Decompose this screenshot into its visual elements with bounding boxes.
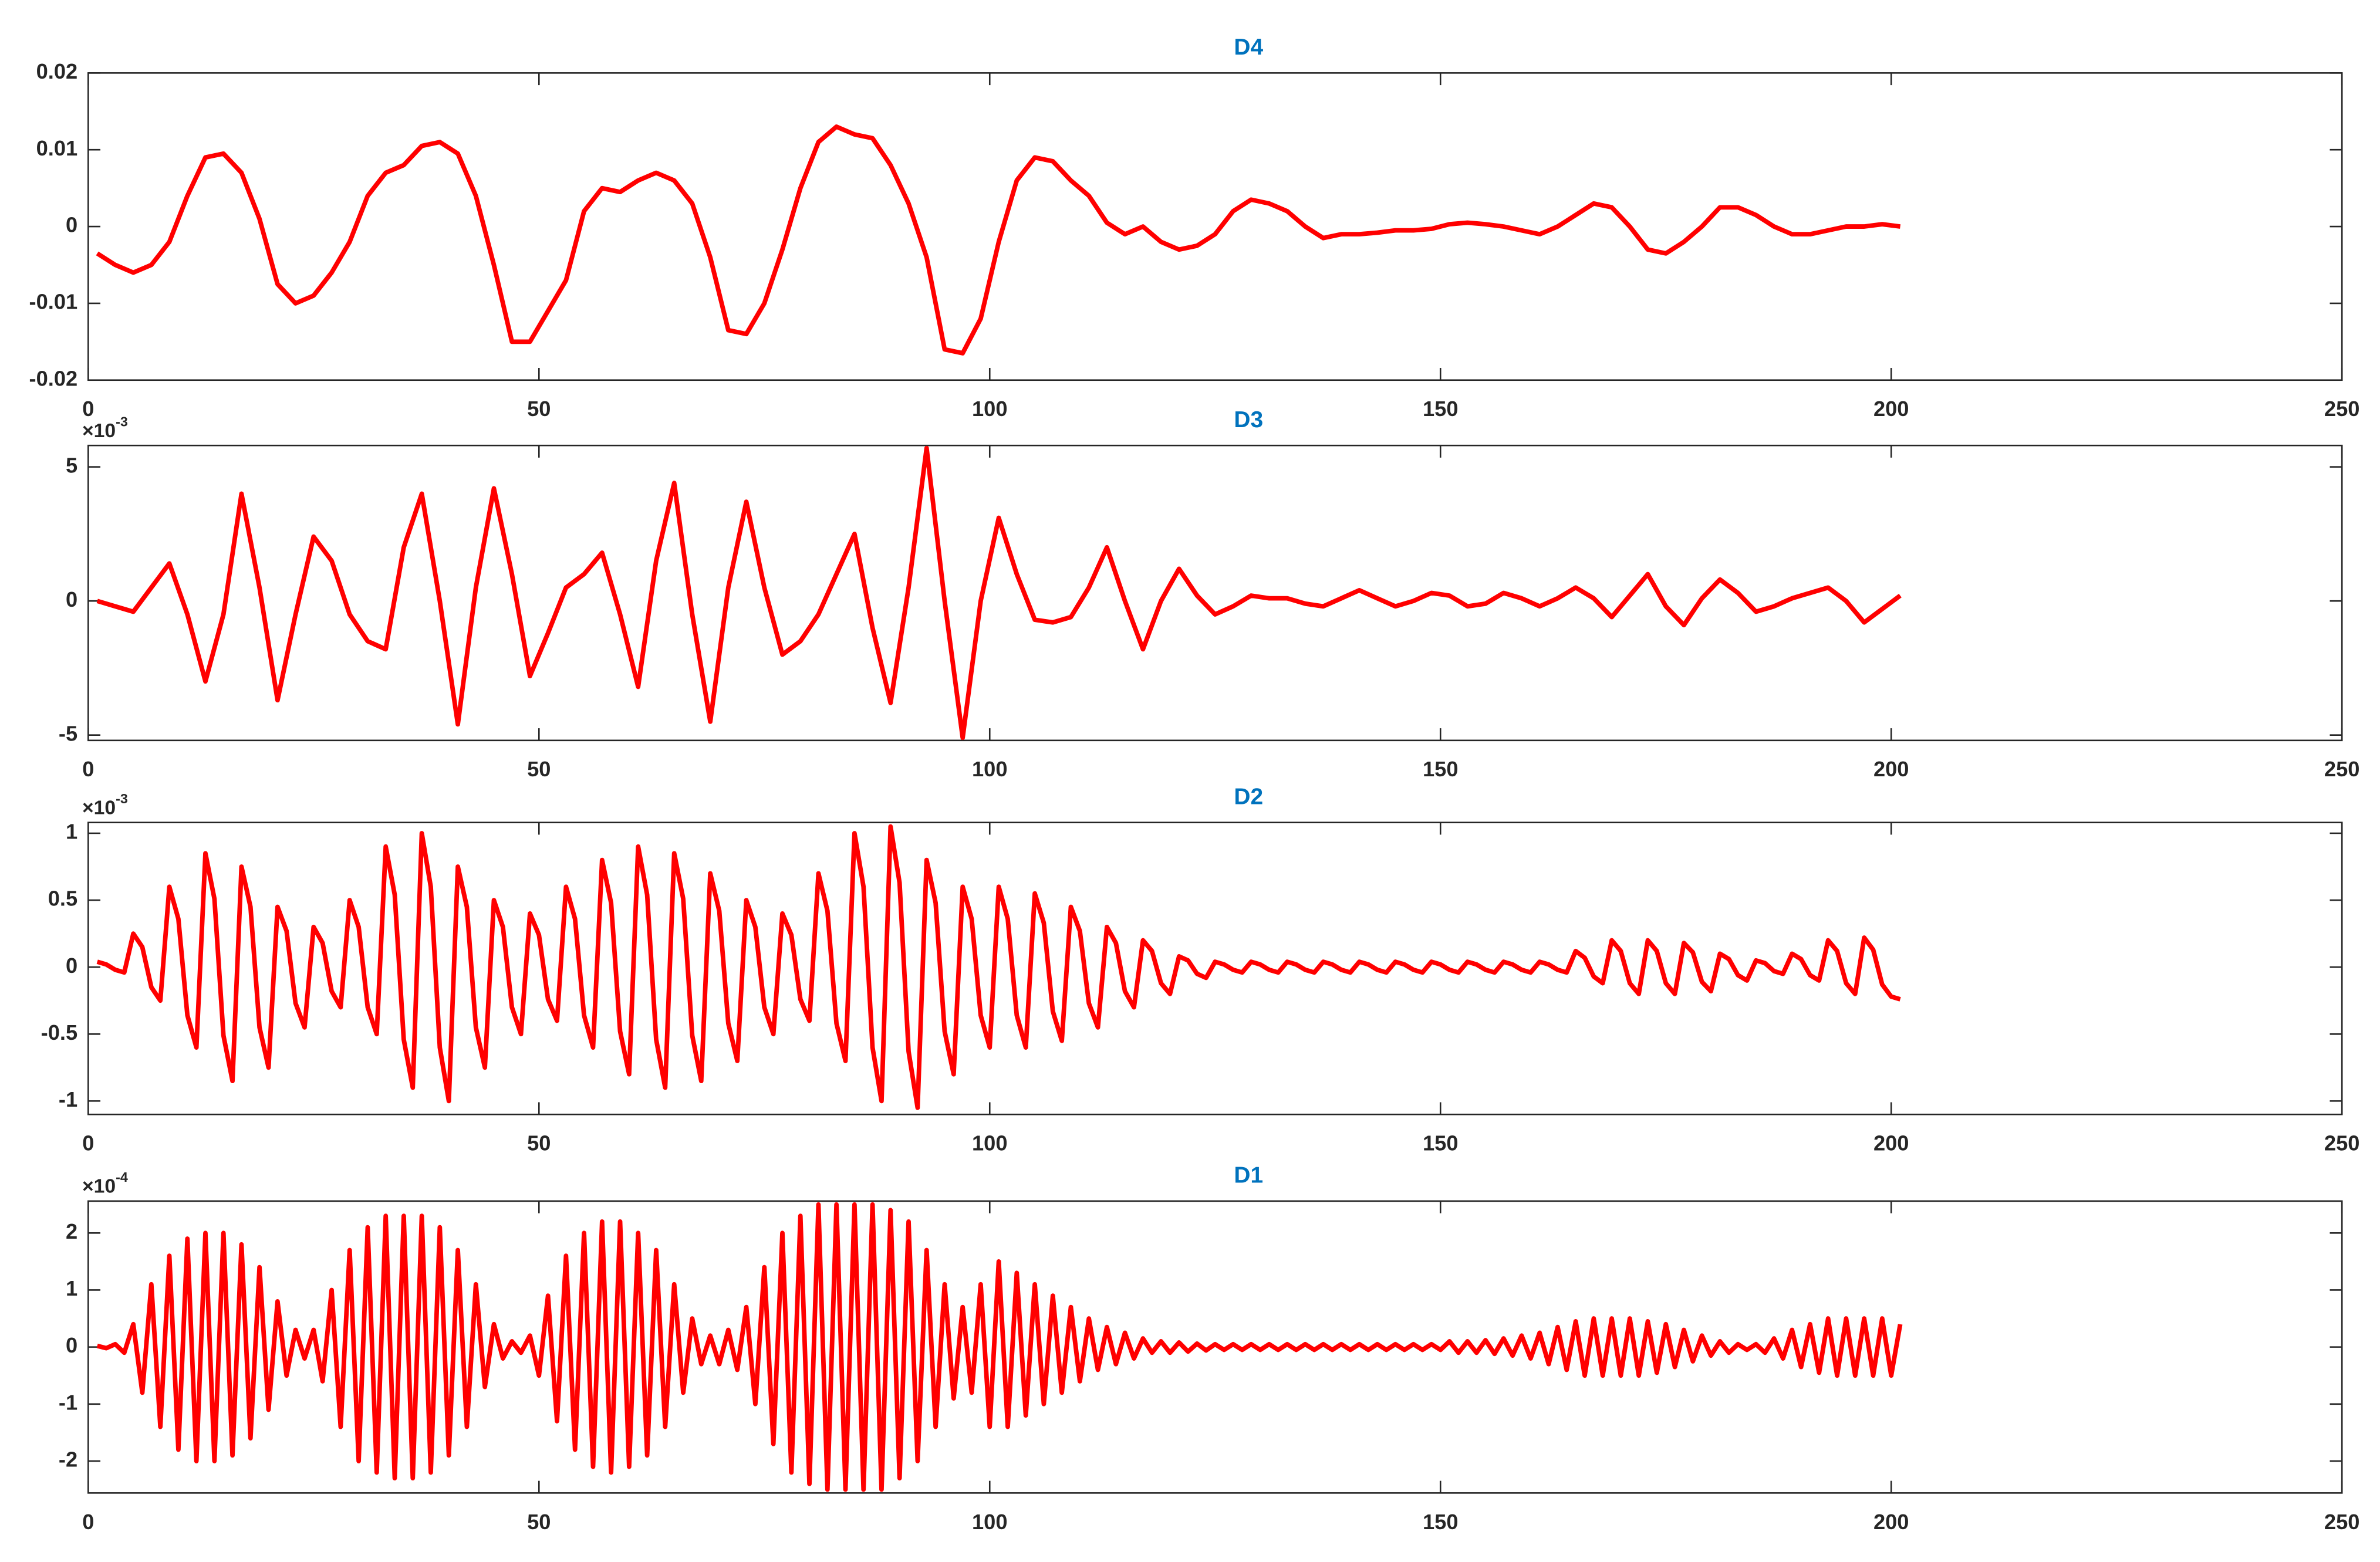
x-tick-label: 100 — [972, 757, 1008, 781]
data-line — [96, 124, 1901, 356]
multiplier-base: ×10 — [82, 1175, 116, 1197]
y-tick-label: -1 — [59, 1087, 77, 1111]
subplot-title: D4 — [1234, 35, 1263, 60]
y-multiplier: ×10-4 — [82, 1169, 128, 1197]
y-tick-label: -0.01 — [29, 289, 78, 313]
data-line — [96, 1202, 1903, 1492]
y-tick-label: -2 — [59, 1448, 77, 1472]
x-tick-label: 50 — [527, 1510, 551, 1534]
x-tick-label: 150 — [1423, 757, 1459, 781]
y-multiplier: ×10-3 — [82, 414, 128, 441]
y-tick-label: -1 — [59, 1390, 77, 1414]
x-tick-label: 0 — [82, 757, 94, 781]
x-tick-label: 50 — [527, 757, 551, 781]
y-tick-label: 2 — [66, 1219, 77, 1243]
x-tick-label: 250 — [2324, 1510, 2360, 1534]
y-tick-label: 0 — [66, 587, 77, 611]
x-tick-label: 200 — [1873, 1510, 1909, 1534]
y-tick-label: 0.5 — [48, 887, 77, 911]
subplot-title: D3 — [1234, 407, 1263, 432]
y-tick-label: -0.02 — [29, 366, 78, 390]
multiplier-exponent: -3 — [116, 791, 128, 806]
y-tick-label: -5 — [59, 721, 77, 745]
y-tick-label: 0 — [66, 954, 77, 978]
multiplier-exponent: -4 — [116, 1169, 128, 1185]
y-tick-label: 0 — [66, 1333, 77, 1357]
multiplier-base: ×10 — [82, 797, 116, 819]
multiplier-exponent: -3 — [116, 414, 128, 429]
y-tick-label: 1 — [66, 820, 77, 844]
subplot-title: D1 — [1234, 1163, 1263, 1188]
x-tick-label: 100 — [972, 397, 1008, 421]
axes-box — [87, 821, 2343, 1115]
x-tick-label: 200 — [1873, 1131, 1909, 1155]
y-tick-label: -0.5 — [41, 1020, 77, 1044]
subplot-title: D2 — [1234, 785, 1263, 810]
multiplier-base: ×10 — [82, 420, 116, 442]
data-line — [96, 824, 1901, 1110]
axes-box — [87, 72, 2343, 381]
x-tick-label: 250 — [2324, 757, 2360, 781]
x-tick-label: 150 — [1423, 1510, 1459, 1534]
y-tick-label: 1 — [66, 1276, 77, 1300]
x-tick-label: 50 — [527, 397, 551, 421]
y-tick-label: 5 — [66, 453, 77, 477]
x-tick-label: 150 — [1423, 1131, 1459, 1155]
data-line — [96, 445, 1902, 741]
x-tick-label: 200 — [1873, 397, 1909, 421]
x-tick-label: 0 — [82, 397, 94, 421]
x-tick-label: 250 — [2324, 1131, 2360, 1155]
x-tick-label: 50 — [527, 1131, 551, 1155]
x-tick-label: 0 — [82, 1510, 94, 1534]
y-tick-label: 0 — [66, 213, 77, 237]
y-multiplier: ×10-3 — [82, 791, 128, 819]
x-tick-label: 200 — [1873, 757, 1909, 781]
axes-box — [87, 444, 2343, 742]
x-tick-label: 250 — [2324, 397, 2360, 421]
x-tick-label: 100 — [972, 1131, 1008, 1155]
y-tick-label: 0.02 — [36, 59, 78, 83]
x-tick-label: 0 — [82, 1131, 94, 1155]
y-tick-label: 0.01 — [36, 136, 78, 160]
x-tick-label: 100 — [972, 1510, 1008, 1534]
x-tick-label: 150 — [1423, 397, 1459, 421]
